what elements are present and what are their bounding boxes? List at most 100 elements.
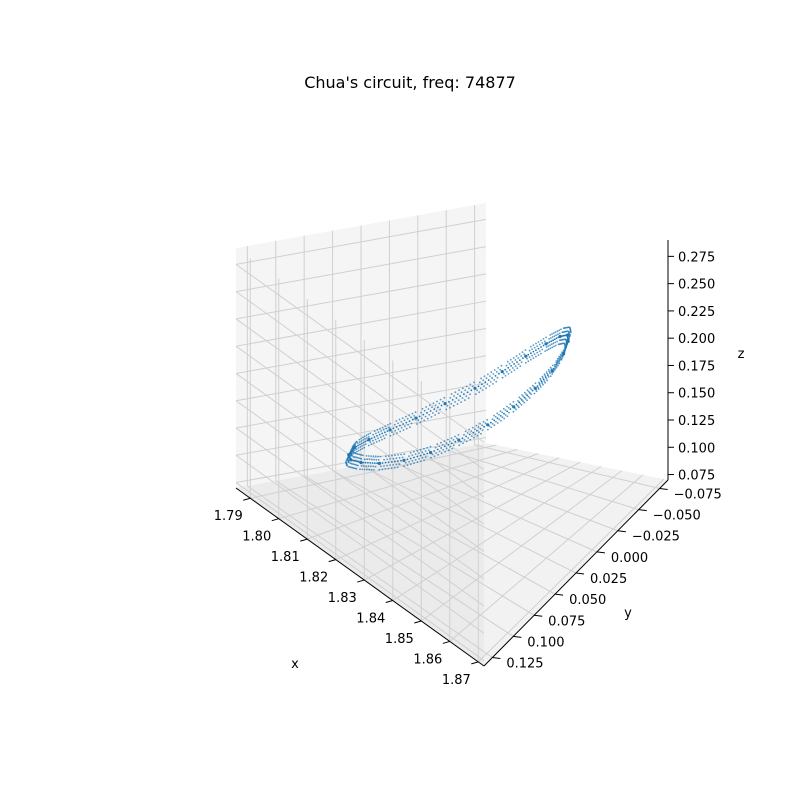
data-point	[452, 404, 455, 407]
y-tick	[492, 657, 501, 660]
data-point	[557, 336, 560, 339]
data-point	[478, 381, 481, 384]
data-point	[440, 447, 443, 449]
data-point	[515, 408, 517, 411]
data-point	[554, 341, 557, 344]
data-point	[511, 404, 513, 407]
data-point	[374, 455, 377, 458]
data-point	[469, 393, 471, 396]
data-point	[428, 404, 431, 407]
data-point	[411, 418, 414, 421]
data-point	[375, 441, 378, 443]
data-point	[514, 407, 516, 409]
data-point	[504, 409, 507, 411]
data-point	[454, 435, 456, 438]
data-point	[397, 460, 399, 462]
data-point	[552, 339, 554, 342]
data-point	[551, 346, 554, 349]
data-point	[550, 368, 553, 371]
data-point	[539, 384, 542, 387]
data-point	[535, 342, 537, 345]
tick-labels: 1.79 1.801.81 1.821.83 1.841.85 1.861.87 −0.0…	[214, 250, 722, 688]
data-point	[512, 410, 515, 413]
data-point	[499, 410, 502, 412]
data-point	[534, 382, 537, 385]
data-point	[373, 442, 375, 444]
data-point	[494, 375, 497, 377]
data-point	[559, 355, 562, 358]
data-point	[507, 373, 510, 375]
tick-marks	[243, 255, 674, 665]
data-point	[561, 351, 563, 354]
data-point	[364, 438, 366, 440]
data-point	[402, 458, 406, 462]
x-tick	[271, 518, 279, 522]
data-point	[391, 431, 393, 433]
data-point	[520, 399, 523, 401]
data-point	[371, 462, 374, 464]
data-point	[469, 438, 472, 441]
data-point	[394, 454, 396, 457]
data-point	[373, 458, 375, 461]
data-point	[555, 363, 558, 366]
data-point	[398, 463, 401, 465]
data-point	[462, 387, 464, 390]
data-point	[465, 435, 467, 438]
data-point	[556, 330, 559, 333]
y-tick-label: 0.075	[548, 614, 585, 629]
data-point	[385, 427, 388, 430]
data-point	[386, 424, 389, 426]
data-point	[552, 342, 555, 345]
data-point	[503, 417, 506, 420]
data-point	[549, 337, 552, 339]
data-point	[401, 417, 404, 419]
data-point	[392, 427, 395, 430]
data-point	[501, 416, 504, 419]
data-point	[440, 404, 443, 407]
data-point	[359, 443, 361, 446]
data-point	[374, 438, 377, 441]
data-point	[442, 400, 444, 403]
data-point	[539, 377, 542, 380]
data-point	[529, 392, 531, 394]
data-point	[367, 444, 370, 447]
data-point	[352, 455, 355, 458]
data-point	[378, 468, 381, 471]
data-point	[456, 393, 459, 395]
z-gridline-right-wall	[235, 355, 487, 402]
data-point	[553, 338, 556, 341]
data-point	[450, 437, 453, 439]
data-point	[439, 408, 441, 411]
data-point	[386, 458, 389, 461]
data-point	[388, 428, 392, 432]
data-point	[541, 375, 544, 378]
data-point	[479, 427, 482, 430]
data-point	[551, 336, 554, 338]
data-point	[369, 432, 372, 435]
data-point	[540, 352, 542, 355]
data-point	[520, 404, 523, 406]
data-point	[442, 448, 445, 451]
data-point	[476, 429, 478, 432]
data-point	[473, 381, 475, 384]
data-point	[370, 468, 373, 471]
data-point	[426, 417, 429, 420]
data-point	[544, 350, 547, 352]
data-point	[377, 437, 379, 440]
data-point	[518, 401, 520, 404]
data-point	[536, 351, 539, 354]
data-points	[345, 326, 572, 471]
data-point	[530, 352, 532, 355]
data-point	[565, 345, 567, 348]
data-point	[520, 361, 523, 364]
data-point	[527, 353, 530, 356]
data-point	[547, 374, 549, 376]
data-point	[447, 438, 449, 441]
data-point	[386, 430, 389, 432]
y-tick	[659, 487, 668, 490]
data-point	[497, 367, 499, 369]
z-gridline-right-wall	[235, 409, 487, 456]
data-point	[389, 422, 392, 425]
